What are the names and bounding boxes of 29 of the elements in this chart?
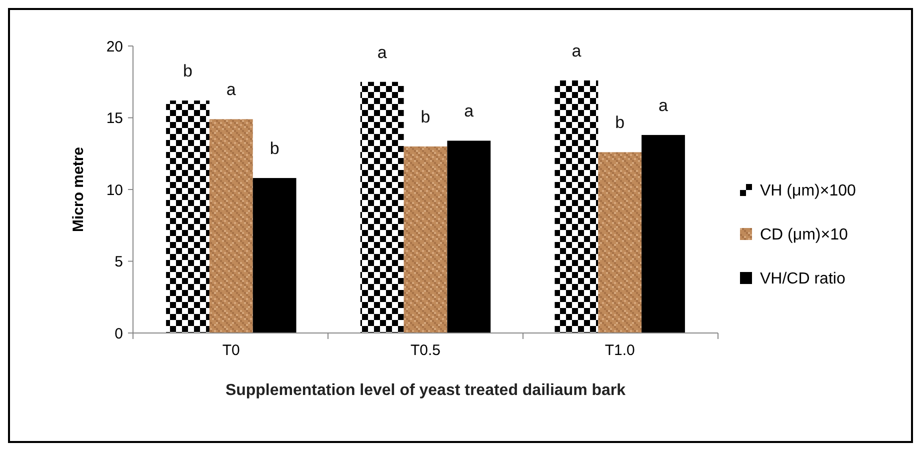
bar	[598, 152, 642, 333]
annotation: a	[226, 80, 236, 100]
annotation: b	[270, 138, 280, 158]
y-tick-label: 10	[106, 182, 123, 199]
annotation: b	[183, 61, 192, 80]
bar	[360, 82, 404, 333]
annotation: a	[658, 96, 669, 115]
bar	[404, 146, 448, 333]
x-tick-label: T0	[222, 342, 240, 359]
legend-label: VH/CD ratio	[760, 270, 846, 288]
bar	[642, 134, 685, 333]
x-axis-title: Supplementation level of yeast treated dailiaum bark	[225, 382, 626, 399]
annotation: a	[464, 102, 474, 121]
x-tick-label: T1.0	[604, 342, 635, 359]
legend-label: CD (μm)×10	[760, 226, 848, 244]
annotation: a	[377, 42, 388, 62]
y-axis-title: Micro metre	[70, 146, 87, 232]
y-tick-label: 15	[106, 110, 123, 127]
bar	[252, 178, 296, 333]
y-tick-label: 0	[114, 325, 123, 342]
y-tick-label: 5	[114, 254, 123, 270]
x-tick-label: T0.5	[410, 342, 441, 359]
annotation: b	[420, 107, 430, 126]
bar	[209, 119, 253, 333]
y-tick-label: 20	[106, 38, 123, 56]
annotation: a	[572, 41, 582, 60]
bar	[447, 140, 491, 333]
annotation: b	[615, 113, 625, 132]
legend-label: VH (μm)×100	[760, 182, 856, 200]
